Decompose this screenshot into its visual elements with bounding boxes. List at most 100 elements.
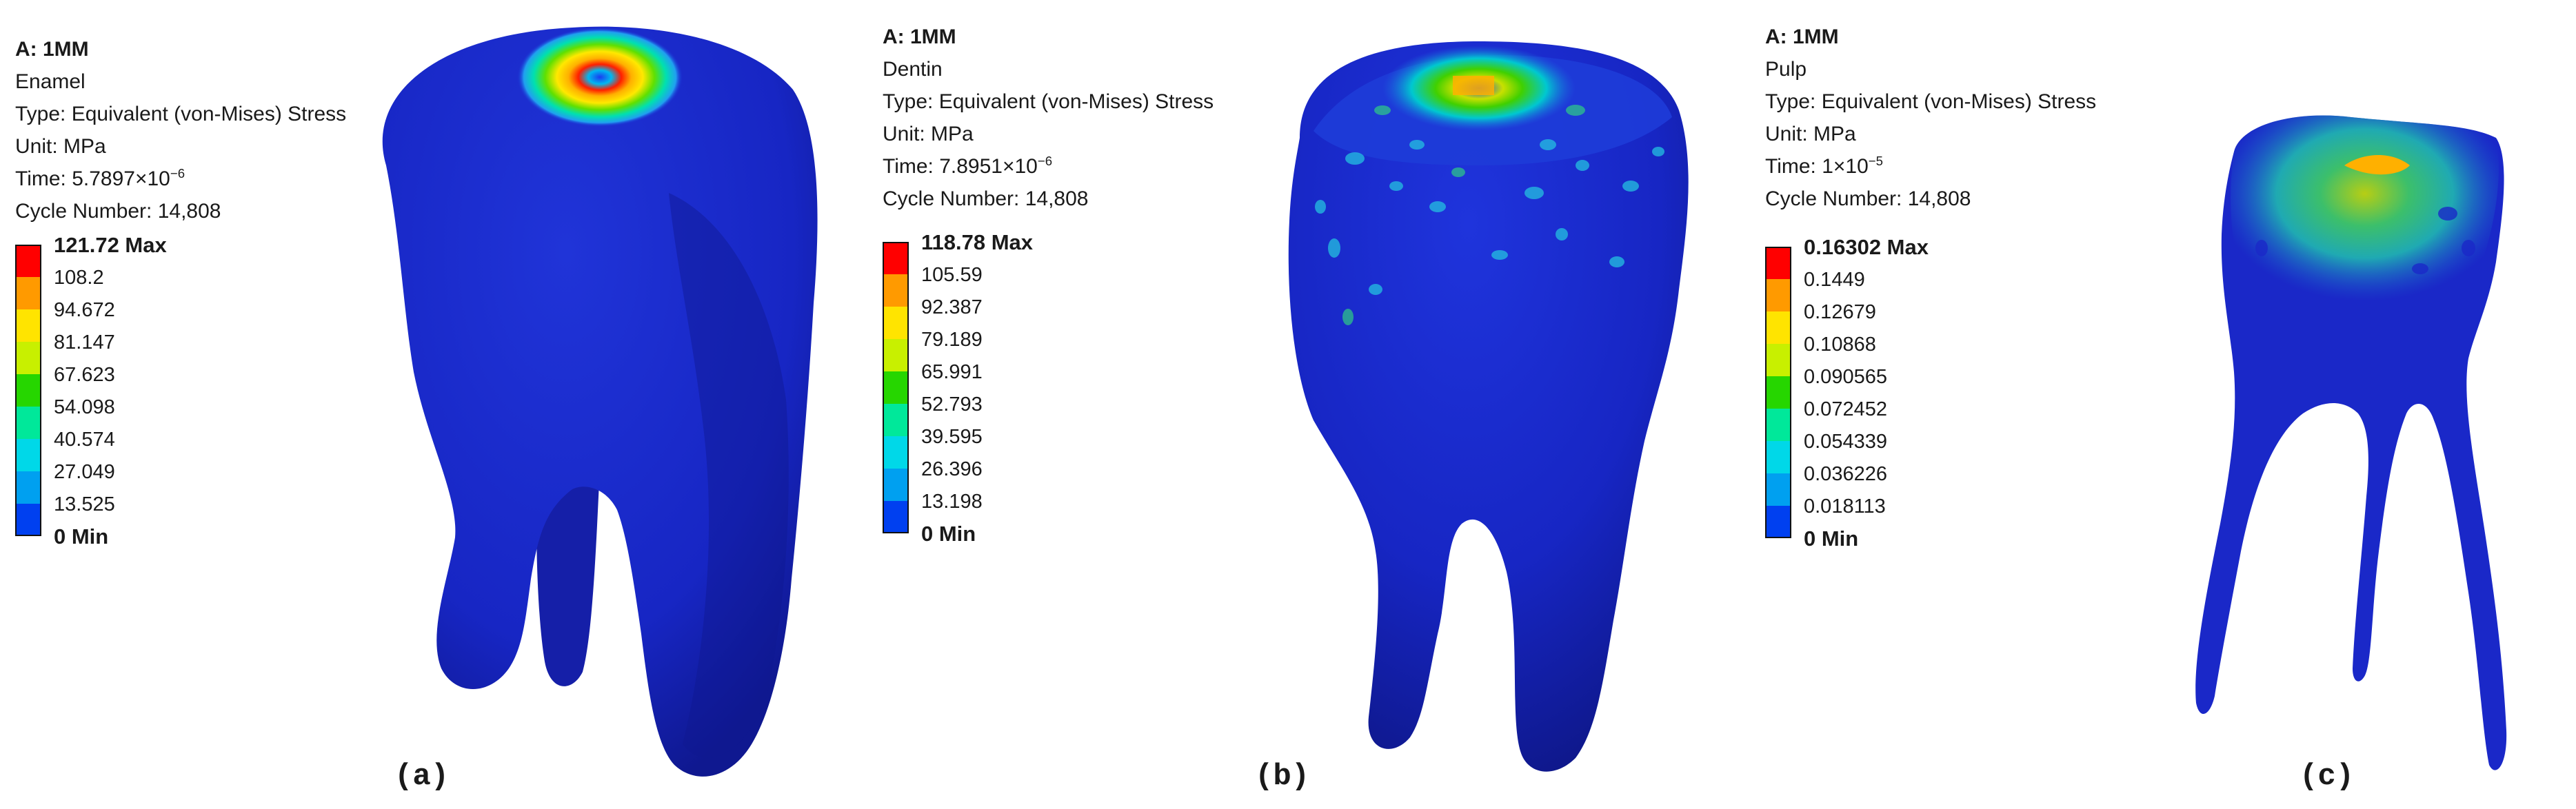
result-time: Time: 1×10−5 [1765,154,1883,178]
legend-label: 81.147 [54,331,115,354]
legend-label: 39.595 [921,426,983,448]
legend-band [883,404,909,436]
legend-label: 108.2 [54,267,104,289]
stress-peak-patch [2344,155,2410,175]
legend-band [883,371,909,404]
legend-label: 0.090565 [1804,366,1887,388]
result-type: Type: Equivalent (von-Mises) Stress [15,103,347,125]
stress-region [2231,115,2499,311]
result-unit: Unit: MPa [15,135,106,158]
legend-frame [15,245,41,536]
legend-label: 13.198 [921,491,983,513]
legend-label: 54.098 [54,396,115,418]
analysis-title: A: 1MM [1765,25,1839,48]
legend-label: 0.1449 [1804,269,1865,291]
analysis-title: A: 1MM [883,25,956,48]
enamel-tooth-model [382,26,818,777]
legend-band [883,339,909,371]
legend-label: 105.59 [921,264,983,286]
result-unit: Unit: MPa [1765,123,1856,145]
panel-pulp: A: 1MM Pulp Type: Equivalent (von-Mises)… [1717,0,2576,809]
legend-band [15,471,41,504]
legend-band [1765,376,1791,409]
stress-speckles-green [1342,105,1585,325]
result-type: Type: Equivalent (von-Mises) Stress [883,90,1214,113]
result-type: Type: Equivalent (von-Mises) Stress [1765,90,2097,113]
crown-and-roots [382,26,818,777]
legend-band [15,407,41,439]
legend-band [15,342,41,374]
legend-label: 0.054339 [1804,431,1887,453]
legend-band [883,307,909,339]
legend-band [1765,279,1791,311]
crown-and-roots [1288,41,1689,772]
cycle-number: Cycle Number: 14,808 [883,187,1089,210]
shadow-region [669,193,789,758]
panel-enamel: A: 1MM Enamel Type: Equivalent (von-Mise… [0,0,858,809]
result-header: A: 1MM Enamel Type: Equivalent (von-Mise… [15,33,346,227]
panel-dentin: A: 1MM Dentin Type: Equivalent (von-Mise… [858,0,1717,809]
legend-min-label: 0 Min [921,522,976,546]
legend-band [883,469,909,501]
legend-band [883,242,909,274]
legend-min-label: 0 Min [54,524,109,549]
result-header: A: 1MM Dentin Type: Equivalent (von-Mise… [883,21,1214,215]
legend-band [15,374,41,407]
panel-caption: (b) [1255,759,1310,794]
legend-band [1765,506,1791,538]
legend-band [1765,247,1791,279]
legend-label: 40.574 [54,429,115,451]
legend-label: 0.036226 [1804,463,1887,485]
legend-band [15,245,41,277]
legend-band [1765,344,1791,376]
cycle-number: Cycle Number: 14,808 [1765,187,1971,210]
pulp-model [2195,115,2507,770]
stress-hotspot [517,28,683,127]
result-time: Time: 7.8951×10−6 [883,154,1053,178]
panel-caption: (c) [2300,759,2355,794]
legend-max-label: 118.78 Max [921,230,1034,254]
legend-band [1765,473,1791,506]
stress-peak-patch [1453,76,1494,95]
stress-speckles [1315,139,1664,295]
legend-band [1765,441,1791,473]
legend-label: 94.672 [54,299,115,321]
legend-label: 79.189 [921,329,983,351]
legend-band [883,436,909,469]
legend-label: 67.623 [54,364,115,386]
panel-caption: (a) [394,759,450,794]
legend-frame [883,242,909,533]
component-name: Dentin [883,58,943,81]
back-root [536,455,600,686]
result-time: Time: 5.7897×10−6 [15,166,185,190]
legend-label: 0.10868 [1804,334,1876,356]
legend-max-label: 121.72 Max [54,233,167,257]
legend-band [883,274,909,307]
legend-band [15,504,41,536]
component-name: Enamel [15,70,85,93]
legend-label: 0.018113 [1804,495,1886,518]
legend-label: 0.072452 [1804,398,1887,420]
legend-band [15,277,41,309]
result-header: A: 1MM Pulp Type: Equivalent (von-Mises)… [1765,21,2096,215]
legend-min-label: 0 Min [1804,526,1859,551]
low-stress-speckles [2255,207,2475,274]
legend-label: 52.793 [921,393,983,416]
analysis-title: A: 1MM [15,38,89,61]
legend-label: 92.387 [921,296,983,318]
legend-frame [1765,247,1791,538]
legend-label: 0.12679 [1804,301,1876,323]
legend-label: 65.991 [921,361,983,383]
dentin-tooth-model [1288,41,1689,772]
legend-label: 13.525 [54,493,115,515]
cycle-number: Cycle Number: 14,808 [15,200,221,223]
legend-label: 27.049 [54,461,115,483]
result-unit: Unit: MPa [883,123,974,145]
legend-band [883,501,909,533]
legend-band [1765,409,1791,441]
legend-band [15,439,41,471]
legend-max-label: 0.16302 Max [1804,235,1929,259]
component-name: Pulp [1765,58,1807,81]
legend-band [15,309,41,342]
legend-band [1765,311,1791,344]
